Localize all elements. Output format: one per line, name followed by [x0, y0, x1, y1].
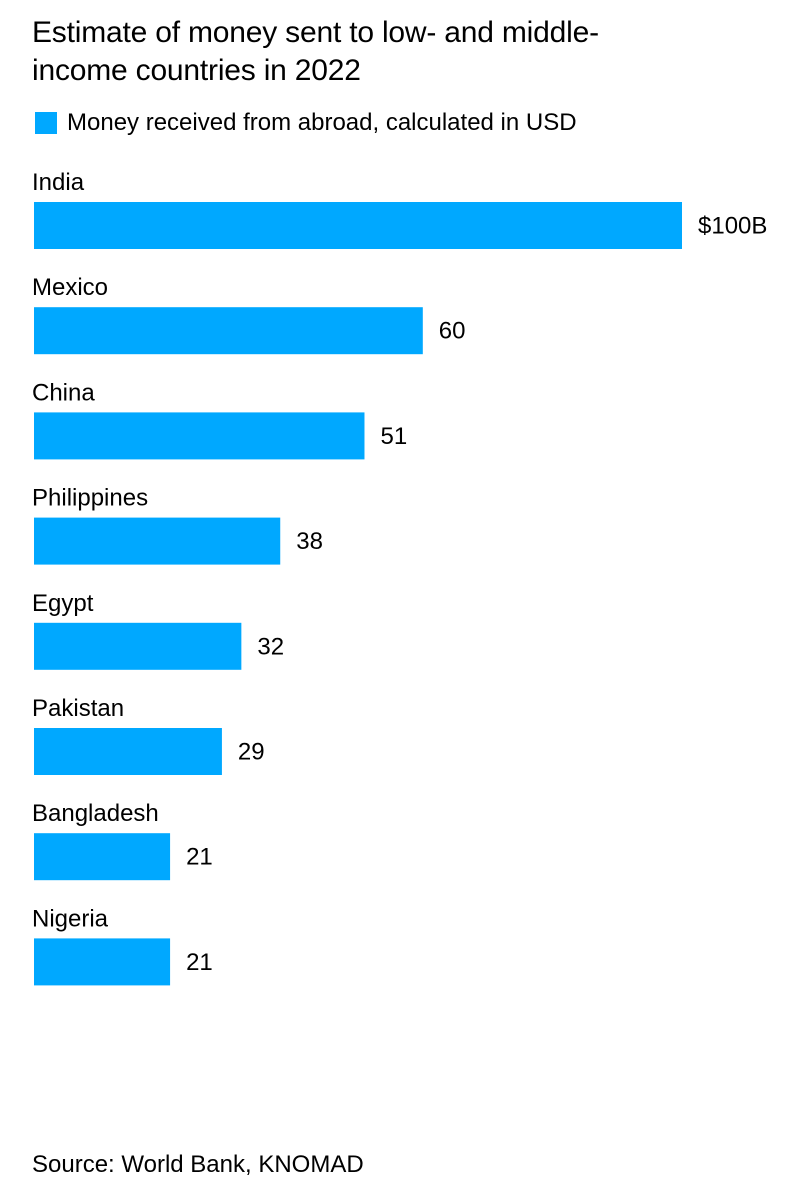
bar-china: [34, 412, 365, 460]
chart-title-line-2: income countries in 2022: [32, 54, 361, 87]
value-label-bangladesh: 21: [186, 844, 213, 871]
bar-chart: India $100B Mexico 60 China 51 Philippines 38 Eg…: [32, 169, 767, 986]
value-label-egypt: 32: [257, 633, 284, 660]
value-label-nigeria: 21: [186, 949, 213, 976]
category-label-philippines: Philippines: [32, 485, 148, 512]
bar-bangladesh: [34, 833, 171, 881]
bar-india: [34, 202, 682, 249]
value-label-india: $100B: [698, 213, 767, 240]
value-label-mexico: 60: [439, 318, 466, 345]
category-label-nigeria: Nigeria: [32, 905, 109, 932]
bar-mexico: [34, 307, 423, 355]
category-label-china: China: [32, 379, 95, 406]
bar-philippines: [34, 517, 281, 565]
category-label-pakistan: Pakistan: [32, 695, 124, 722]
chart-legend: Money received from abroad, calculated i…: [35, 108, 577, 138]
category-label-bangladesh: Bangladesh: [32, 800, 159, 827]
legend-swatch: [35, 112, 57, 134]
bar-egypt: [34, 622, 242, 670]
chart-title: Estimate of money sent to low- and middl…: [32, 14, 732, 90]
value-label-pakistan: 29: [238, 739, 265, 766]
category-label-egypt: Egypt: [32, 590, 94, 617]
legend-label: Money received from abroad, calculated i…: [67, 109, 577, 136]
value-label-philippines: 38: [296, 528, 323, 555]
category-label-india: India: [32, 169, 85, 196]
chart-source: Source: World Bank, KNOMAD: [32, 1151, 364, 1178]
value-label-china: 51: [380, 423, 407, 450]
bar-nigeria: [34, 938, 171, 986]
category-label-mexico: Mexico: [32, 274, 108, 301]
chart-title-line-1: Estimate of money sent to low- and middl…: [32, 16, 599, 49]
bar-pakistan: [34, 728, 222, 775]
